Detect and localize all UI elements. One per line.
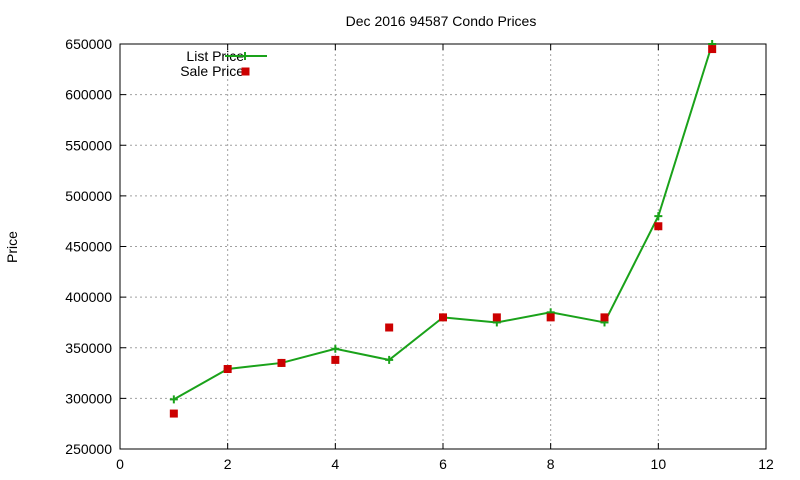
- data-point-sale-price: [277, 358, 286, 367]
- data-point-sale-price: [708, 45, 717, 54]
- y-tick-label: 500000: [65, 188, 112, 204]
- legend: List Price Sale Price: [180, 48, 267, 79]
- data-point-sale-price: [169, 409, 178, 418]
- y-tick-label: 400000: [65, 289, 112, 305]
- data-point-sale-price: [331, 355, 340, 364]
- y-tick-label: 600000: [65, 87, 112, 103]
- x-tick-label: 10: [651, 456, 667, 472]
- legend-marker-sale-price: [241, 67, 250, 76]
- data-point-list-price: [654, 212, 663, 221]
- data-point-sale-price: [385, 323, 394, 332]
- data-point-sale-price: [600, 313, 609, 322]
- data-point-list-price: [169, 395, 178, 404]
- chart-title: Dec 2016 94587 Condo Prices: [346, 13, 537, 29]
- y-tick-label: 650000: [65, 36, 112, 52]
- legend-entry-list-price: List Price: [186, 48, 267, 64]
- x-tick-label: 4: [331, 456, 339, 472]
- data-point-sale-price: [223, 365, 232, 374]
- data-point-sale-price: [546, 313, 555, 322]
- x-tick-label: 2: [224, 456, 232, 472]
- x-tick-label: 8: [547, 456, 555, 472]
- x-tick-label: 0: [116, 456, 124, 472]
- data-point-list-price: [385, 355, 394, 364]
- data-point-sale-price: [439, 313, 447, 322]
- data-point-sale-price: [654, 222, 663, 231]
- x-tick-label: 12: [758, 456, 774, 472]
- grid: [120, 44, 766, 449]
- x-tick-label: 6: [439, 456, 447, 472]
- series-line-list-price: [173, 43, 714, 401]
- y-tick-label: 550000: [65, 137, 112, 153]
- series: [169, 40, 717, 418]
- legend-marker-list-price: [241, 52, 249, 60]
- data-point-list-price: [331, 344, 340, 353]
- axis-ticks: 0 2 4 6 8 10 12 250000 300000 350000 400000 450000 5…: [65, 36, 774, 472]
- legend-entry-sale-price: Sale Price: [180, 63, 250, 79]
- y-axis-label: Price: [4, 231, 20, 263]
- data-point-sale-price: [492, 313, 501, 322]
- y-tick-label: 450000: [65, 239, 112, 255]
- legend-label-sale-price: Sale Price: [180, 63, 244, 79]
- y-tick-label: 300000: [65, 390, 112, 406]
- y-tick-label: 350000: [65, 340, 112, 356]
- y-tick-label: 250000: [65, 441, 112, 457]
- legend-label-list-price: List Price: [186, 48, 244, 64]
